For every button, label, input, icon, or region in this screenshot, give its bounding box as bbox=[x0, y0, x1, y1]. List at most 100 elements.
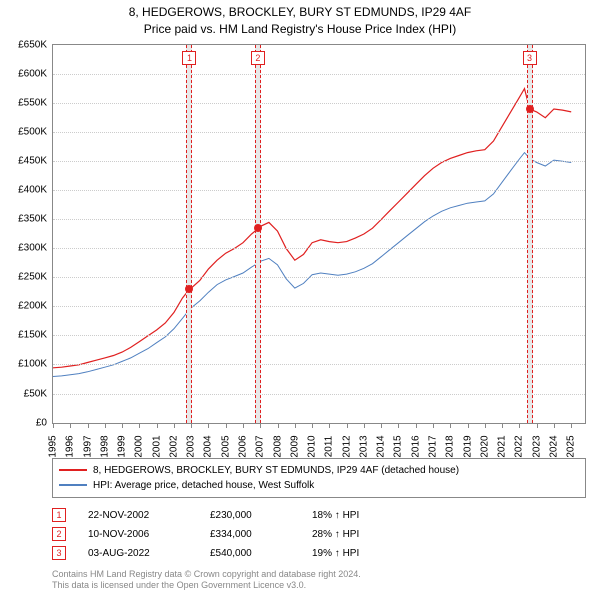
xtick-label: 2010 bbox=[307, 435, 318, 457]
xtick-mark bbox=[88, 423, 89, 428]
sale-price: £540,000 bbox=[210, 544, 290, 563]
sale-dot bbox=[526, 105, 534, 113]
sale-delta: 18% ↑ HPI bbox=[312, 506, 359, 525]
xtick-label: 2015 bbox=[393, 435, 404, 457]
ytick-label: £450K bbox=[18, 155, 47, 166]
xtick-label: 2022 bbox=[514, 435, 525, 457]
xtick-mark bbox=[364, 423, 365, 428]
xtick-label: 2020 bbox=[479, 435, 490, 457]
legend-item-hpi: HPI: Average price, detached house, West… bbox=[59, 478, 579, 493]
xtick-mark bbox=[485, 423, 486, 428]
xtick-label: 2023 bbox=[531, 435, 542, 457]
xtick-label: 2000 bbox=[134, 435, 145, 457]
xtick-mark bbox=[433, 423, 434, 428]
xtick-label: 1995 bbox=[48, 435, 59, 457]
xtick-mark bbox=[416, 423, 417, 428]
sale-number-box: 2 bbox=[52, 527, 66, 541]
sale-band bbox=[255, 45, 261, 423]
ytick-label: £250K bbox=[18, 272, 47, 283]
sale-price: £334,000 bbox=[210, 525, 290, 544]
xtick-mark bbox=[347, 423, 348, 428]
xtick-mark bbox=[53, 423, 54, 428]
sale-marker: 3 bbox=[523, 51, 537, 65]
xtick-mark bbox=[278, 423, 279, 428]
series-property bbox=[53, 88, 571, 367]
legend: 8, HEDGEROWS, BROCKLEY, BURY ST EDMUNDS,… bbox=[52, 458, 586, 498]
ytick-label: £500K bbox=[18, 126, 47, 137]
xtick-mark bbox=[554, 423, 555, 428]
xtick-label: 2003 bbox=[186, 435, 197, 457]
xtick-label: 2004 bbox=[203, 435, 214, 457]
gridline bbox=[53, 103, 585, 104]
xtick-label: 2014 bbox=[376, 435, 387, 457]
sale-band bbox=[186, 45, 192, 423]
xtick-mark bbox=[260, 423, 261, 428]
xtick-mark bbox=[312, 423, 313, 428]
sale-number-box: 1 bbox=[52, 508, 66, 522]
sale-marker: 2 bbox=[251, 51, 265, 65]
sales-row: 1 22-NOV-2002 £230,000 18% ↑ HPI bbox=[52, 506, 586, 525]
xtick-label: 1998 bbox=[99, 435, 110, 457]
xtick-mark bbox=[122, 423, 123, 428]
xtick-label: 2007 bbox=[255, 435, 266, 457]
sales-row: 303-AUG-2022£540,00019% ↑ HPI bbox=[52, 544, 586, 563]
gridline bbox=[53, 161, 585, 162]
xtick-label: 2008 bbox=[272, 435, 283, 457]
gridline bbox=[53, 190, 585, 191]
sale-date: 22-NOV-2002 bbox=[88, 506, 188, 525]
xtick-mark bbox=[502, 423, 503, 428]
chart-container: 8, HEDGEROWS, BROCKLEY, BURY ST EDMUNDS,… bbox=[0, 0, 600, 590]
sale-number-box: 3 bbox=[52, 546, 66, 560]
xtick-label: 2011 bbox=[324, 435, 335, 457]
ytick-label: £200K bbox=[18, 301, 47, 312]
legend-swatch bbox=[59, 484, 87, 486]
xtick-label: 2009 bbox=[289, 435, 300, 457]
xtick-label: 2016 bbox=[410, 435, 421, 457]
legend-label: 8, HEDGEROWS, BROCKLEY, BURY ST EDMUNDS,… bbox=[93, 463, 459, 478]
gridline bbox=[53, 364, 585, 365]
xtick-label: 2006 bbox=[238, 435, 249, 457]
xtick-label: 2021 bbox=[497, 435, 508, 457]
xtick-mark bbox=[537, 423, 538, 428]
ytick-label: £400K bbox=[18, 184, 47, 195]
ytick-label: £350K bbox=[18, 214, 47, 225]
xtick-label: 2013 bbox=[358, 435, 369, 457]
xtick-mark bbox=[243, 423, 244, 428]
gridline bbox=[53, 219, 585, 220]
sales-row: 210-NOV-2006£334,00028% ↑ HPI bbox=[52, 525, 586, 544]
ytick-label: £550K bbox=[18, 97, 47, 108]
xtick-mark bbox=[191, 423, 192, 428]
ytick-label: £100K bbox=[18, 359, 47, 370]
chart-lines-svg bbox=[53, 45, 585, 423]
sale-date: 03-AUG-2022 bbox=[88, 544, 188, 563]
xtick-label: 2002 bbox=[168, 435, 179, 457]
gridline bbox=[53, 277, 585, 278]
sale-dot bbox=[254, 224, 262, 232]
gridline bbox=[53, 394, 585, 395]
xtick-mark bbox=[381, 423, 382, 428]
xtick-label: 2017 bbox=[428, 435, 439, 457]
xtick-mark bbox=[398, 423, 399, 428]
gridline bbox=[53, 74, 585, 75]
xtick-mark bbox=[468, 423, 469, 428]
xtick-label: 1997 bbox=[82, 435, 93, 457]
xtick-mark bbox=[157, 423, 158, 428]
series-hpi bbox=[53, 152, 571, 376]
footer-line-2: This data is licensed under the Open Gov… bbox=[52, 580, 586, 592]
sale-dot bbox=[185, 285, 193, 293]
sale-band bbox=[527, 45, 533, 423]
xtick-mark bbox=[571, 423, 572, 428]
titles: 8, HEDGEROWS, BROCKLEY, BURY ST EDMUNDS,… bbox=[0, 0, 600, 38]
legend-item-property: 8, HEDGEROWS, BROCKLEY, BURY ST EDMUNDS,… bbox=[59, 463, 579, 478]
gridline bbox=[53, 306, 585, 307]
ytick-label: £650K bbox=[18, 39, 47, 50]
sale-price: £230,000 bbox=[210, 506, 290, 525]
xtick-label: 2012 bbox=[341, 435, 352, 457]
ytick-label: £50K bbox=[24, 388, 47, 399]
xtick-mark bbox=[208, 423, 209, 428]
xtick-label: 2025 bbox=[566, 435, 577, 457]
xtick-mark bbox=[450, 423, 451, 428]
xtick-label: 1999 bbox=[117, 435, 128, 457]
chart-plot-area: £0£50K£100K£150K£200K£250K£300K£350K£400… bbox=[52, 44, 586, 424]
sale-delta: 28% ↑ HPI bbox=[312, 525, 359, 544]
